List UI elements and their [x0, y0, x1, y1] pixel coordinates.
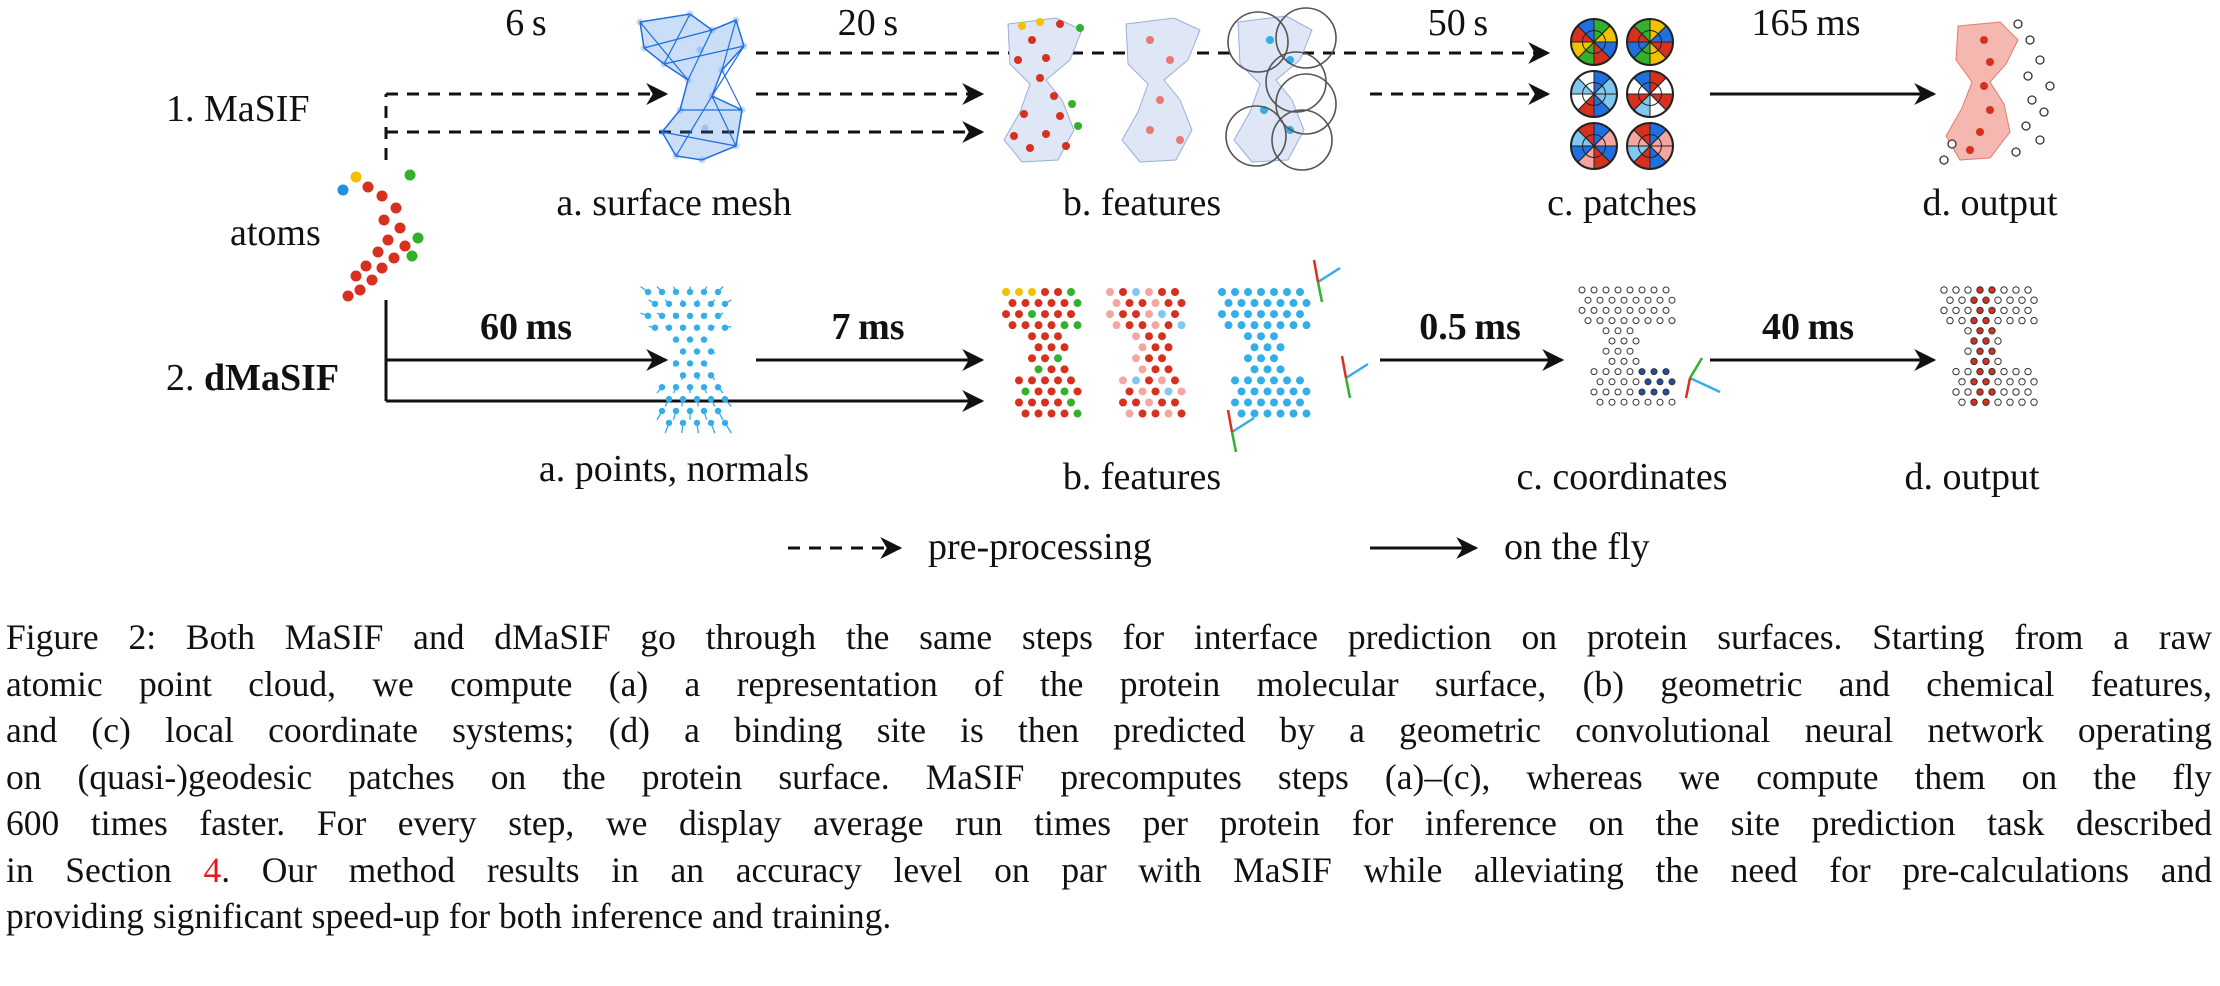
row-label-dmasif: 2. dMaSIF [166, 359, 339, 397]
dmasif-step-b: b. features [1062, 456, 1222, 498]
caption-line: and (c) local coordinate systems; (d) a … [6, 710, 2212, 750]
atoms-illustration [337, 169, 424, 302]
legend-solid-label: on the fly [1504, 526, 1650, 568]
row-label-masif: 1. MaSIF [166, 88, 310, 130]
caption-text: in Section [6, 849, 204, 890]
patches-illustration [1570, 18, 1674, 170]
dmasif-time-d: 40 ms [1761, 306, 1855, 348]
masif-step-d: d. output [1922, 182, 2058, 224]
row-label-dmasif-prefix: 2. [166, 357, 204, 399]
masif-step-a: a. surface mesh [556, 182, 792, 224]
section-reference-link[interactable]: 4 [203, 849, 222, 890]
caption-line: atomic point cloud, we compute (a) a rep… [6, 663, 2212, 704]
figure-caption: Figure 2: Both MaSIF and dMaSIF go throu… [6, 614, 2212, 940]
patch-wheel [1570, 122, 1618, 170]
caption-line: 600 times faster. For every step, we dis… [6, 803, 2212, 843]
row-label-dmasif-bold: dMaSIF [204, 357, 340, 399]
patch-wheel [1570, 70, 1618, 118]
dmasif-time-c: 0.5 ms [1419, 306, 1521, 348]
patch-wheel [1626, 70, 1674, 118]
dmasif-time-b: 7 ms [831, 306, 905, 348]
masif-features-illustration [1003, 7, 1337, 171]
caption-line: Figure 2: Both MaSIF and dMaSIF go throu… [6, 617, 2212, 657]
dmasif-step-a: a. points, normals [538, 448, 810, 490]
points-normals-illustration [640, 285, 732, 434]
masif-step-c: c. patches [1547, 182, 1697, 224]
atoms-label: atoms [230, 212, 321, 254]
masif-arrows [384, 42, 1937, 160]
surface-mesh-illustration [636, 10, 748, 164]
dmasif-step-c: c. coordinates [1516, 456, 1728, 498]
dmasif-features-illustration [1002, 259, 1369, 453]
masif-time-c: 50 s [1427, 2, 1489, 44]
masif-output-illustration [1939, 19, 2055, 165]
patch-wheel [1626, 122, 1674, 170]
dmasif-time-a: 60 ms [479, 306, 573, 348]
coordinates-illustration [1578, 286, 1721, 406]
masif-time-a: 6 s [505, 2, 547, 44]
dmasif-arrows [384, 300, 1937, 412]
caption-line: in Section 4. Our method results in an a… [6, 847, 2212, 894]
masif-time-d: 165 ms [1751, 2, 1861, 44]
legend-dashed-label: pre-processing [928, 526, 1152, 568]
masif-step-b: b. features [1062, 182, 1222, 224]
caption-line: on (quasi-)geodesic patches on the prote… [6, 756, 2212, 797]
dmasif-output-illustration [1940, 286, 2038, 406]
caption-text: . Our method results in an accuracy leve… [221, 849, 2212, 890]
patch-wheel [1570, 18, 1618, 66]
dmasif-step-d: d. output [1904, 456, 2040, 498]
pipeline-diagram [337, 7, 2055, 559]
patch-wheel [1626, 18, 1674, 66]
caption-line: providing significant speed-up for both … [6, 896, 892, 936]
masif-time-b: 20 s [837, 2, 899, 44]
